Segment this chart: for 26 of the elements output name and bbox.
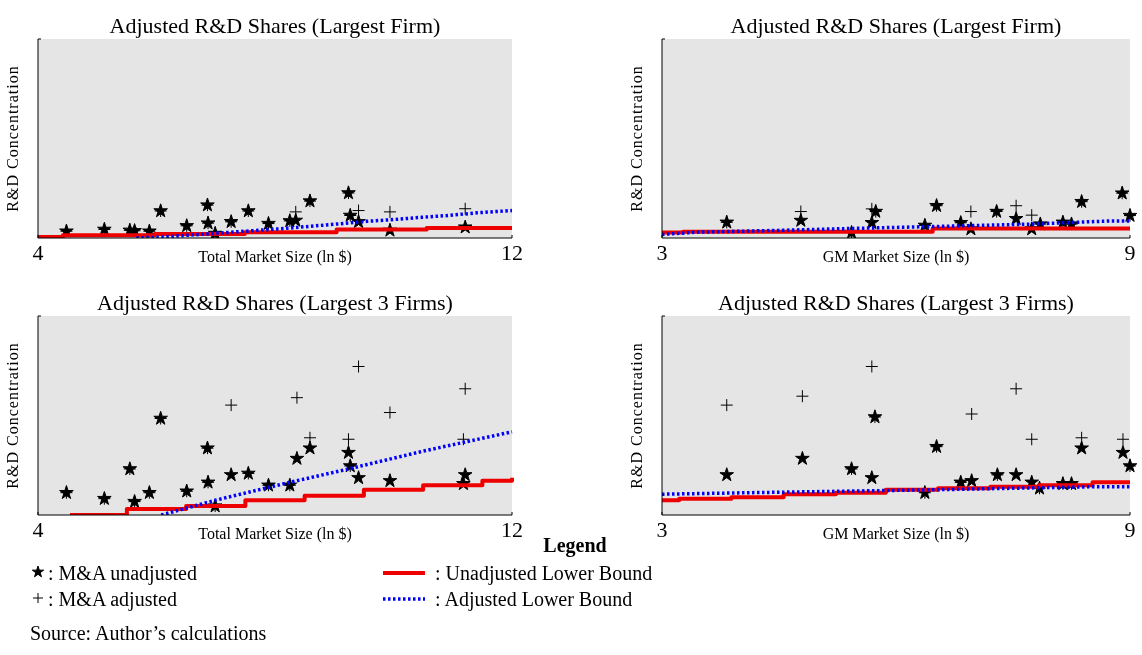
x-tick-label: 3 [656, 517, 668, 542]
legend-label: : Unadjusted Lower Bound [435, 562, 653, 585]
chart-title: Adjusted R&D Shares (Largest 3 Firms) [718, 290, 1074, 315]
x-tick-label: 12 [501, 517, 523, 542]
chart-title: Adjusted R&D Shares (Largest Firm) [730, 13, 1062, 38]
y-axis-title: R&D Concentration [628, 342, 645, 489]
source-note: Source: Author’s calculations [30, 622, 267, 644]
x-axis-title: GM Market Size (ln $) [822, 525, 970, 543]
y-axis-title: R&D Concentration [4, 65, 21, 212]
x-tick-label: 9 [1124, 517, 1136, 542]
x-axis-title: Total Market Size (ln $) [198, 525, 352, 543]
legend-title: Legend [543, 534, 607, 557]
legend-label: : M&A unadjusted [48, 562, 197, 585]
y-axis-title: R&D Concentration [4, 342, 21, 489]
x-axis-title: GM Market Size (ln $) [822, 248, 970, 266]
legend-label: : M&A adjusted [48, 588, 177, 611]
x-tick-label: 12 [501, 240, 523, 265]
legend-label: : Adjusted Lower Bound [435, 588, 633, 611]
x-tick-label: 4 [32, 240, 44, 265]
y-axis-title: R&D Concentration [628, 65, 645, 212]
x-tick-label: 4 [32, 517, 44, 542]
x-axis-title: Total Market Size (ln $) [198, 248, 352, 266]
x-tick-label: 3 [656, 240, 668, 265]
x-tick-label: 9 [1124, 240, 1136, 265]
chart-title: Adjusted R&D Shares (Largest 3 Firms) [97, 290, 453, 315]
chart-title: Adjusted R&D Shares (Largest Firm) [109, 13, 441, 38]
